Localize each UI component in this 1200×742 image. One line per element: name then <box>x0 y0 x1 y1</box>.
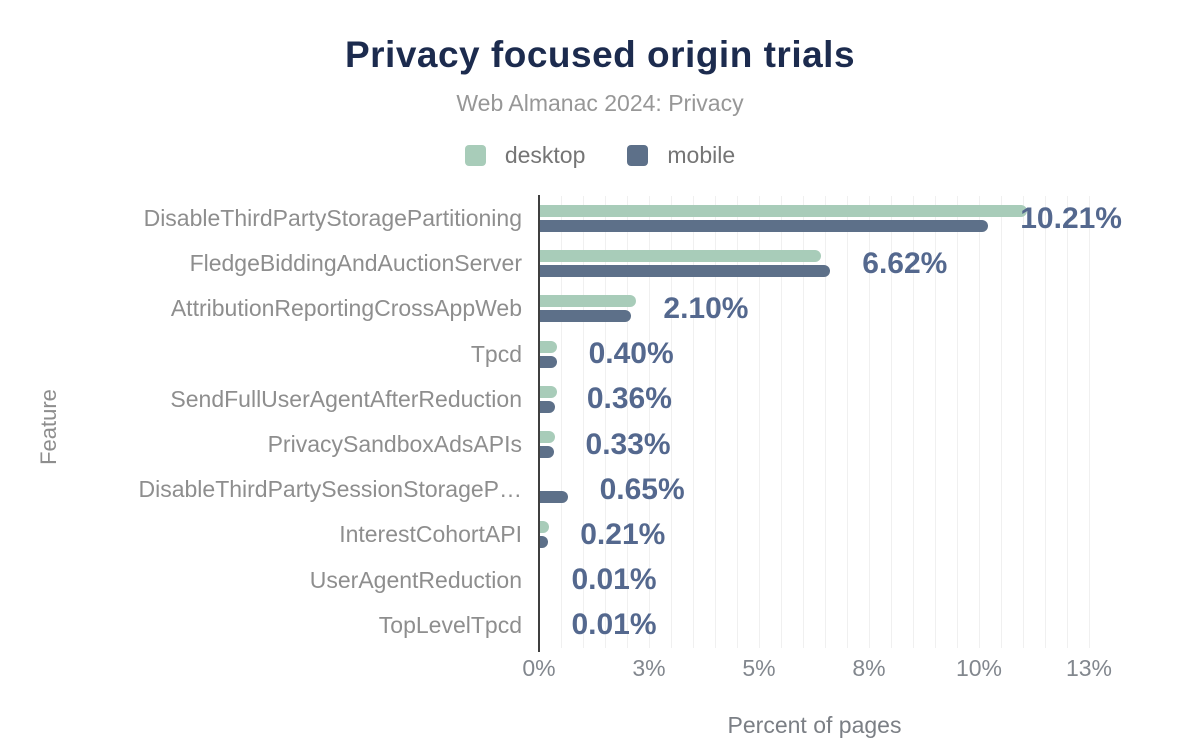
bar-desktop[interactable] <box>539 295 636 308</box>
chart-title: Privacy focused origin trials <box>344 34 856 75</box>
category-label: PrivacySandboxAdsAPIs <box>267 431 522 457</box>
chart-legend: desktop mobile <box>0 142 1200 169</box>
value-label: 0.01% <box>571 563 657 597</box>
x-tick-label: 13% <box>1065 655 1113 681</box>
chart-row: 0.36% <box>539 377 1090 422</box>
chart-row: 0.21% <box>539 512 1090 557</box>
x-axis-ticks: 0% 3% 5% 8% 10% 13% <box>522 655 1112 681</box>
category-label: SendFullUserAgentAfterReduction <box>170 385 522 412</box>
y-axis-line <box>538 195 540 652</box>
bar-mobile[interactable] <box>539 355 557 368</box>
chart-row: 0.65% <box>539 467 1090 512</box>
x-tick-label: 5% <box>742 655 776 681</box>
category-axis: DisableThirdPartyStoragePartitioning Fled… <box>0 196 531 648</box>
bar-mobile[interactable] <box>539 536 549 549</box>
chart-row: 10.21% <box>539 196 1122 241</box>
value-label: 0.21% <box>580 517 666 551</box>
chart-row: 0.40% <box>539 332 1090 377</box>
chart-row: 0.01% <box>539 558 1090 603</box>
plot-area: 10.21% 6.62% 2.10% 0.40% 0.36% 0.33% 0.65% 0.21… <box>539 196 1122 648</box>
category-label: TopLevelTpcd <box>378 611 522 638</box>
bar-desktop[interactable] <box>539 205 1028 217</box>
desktop-swatch-icon <box>464 145 486 166</box>
x-tick-label: 8% <box>852 655 886 681</box>
category-label: InterestCohortAPI <box>339 521 522 548</box>
legend-label: desktop <box>504 142 586 168</box>
bar-mobile[interactable] <box>539 446 554 458</box>
x-axis-title: Percent of pages <box>727 712 902 738</box>
category-label: Tpcd <box>470 340 522 367</box>
chart-row: 0.33% <box>539 422 1090 467</box>
value-label: 0.33% <box>585 427 671 461</box>
bar-desktop[interactable] <box>539 385 557 398</box>
category-label: DisableThirdPartySessionStorageP… <box>138 476 522 503</box>
bar-desktop[interactable] <box>539 250 821 263</box>
bar-desktop[interactable] <box>539 340 558 353</box>
category-label: FledgeBiddingAndAuctionServer <box>189 250 522 277</box>
bar-mobile[interactable] <box>539 491 568 504</box>
bar-mobile[interactable] <box>539 400 555 413</box>
bar-mobile[interactable] <box>539 220 989 232</box>
legend-item-desktop[interactable]: desktop <box>464 142 586 169</box>
value-label: 10.21% <box>1020 201 1122 235</box>
chart-row: 0.01% <box>539 603 1090 648</box>
category-label: DisableThirdPartyStoragePartitioning <box>143 205 522 231</box>
value-label: 0.01% <box>571 608 657 642</box>
value-label: 0.36% <box>586 382 672 416</box>
value-label: 0.65% <box>599 472 685 506</box>
legend-item-mobile[interactable]: mobile <box>627 142 735 169</box>
bar-desktop[interactable] <box>539 431 556 443</box>
x-tick-label: 10% <box>955 655 1003 681</box>
chart-row: 6.62% <box>539 241 1090 286</box>
mobile-swatch-icon <box>627 145 649 166</box>
bar-desktop[interactable] <box>539 521 549 534</box>
x-tick-label: 0% <box>522 655 556 681</box>
category-label: UserAgentReduction <box>309 566 522 593</box>
category-label: AttributionReportingCrossAppWeb <box>170 295 522 322</box>
bar-mobile[interactable] <box>539 310 632 323</box>
bar-mobile[interactable] <box>539 265 831 278</box>
value-label: 2.10% <box>663 291 749 325</box>
legend-label: mobile <box>667 142 736 168</box>
value-label: 6.62% <box>862 246 948 280</box>
chart-subtitle: Web Almanac 2024: Privacy <box>456 90 744 116</box>
value-label: 0.40% <box>588 337 674 371</box>
x-tick-label: 3% <box>632 655 666 681</box>
chart-row: 2.10% <box>539 286 1090 331</box>
